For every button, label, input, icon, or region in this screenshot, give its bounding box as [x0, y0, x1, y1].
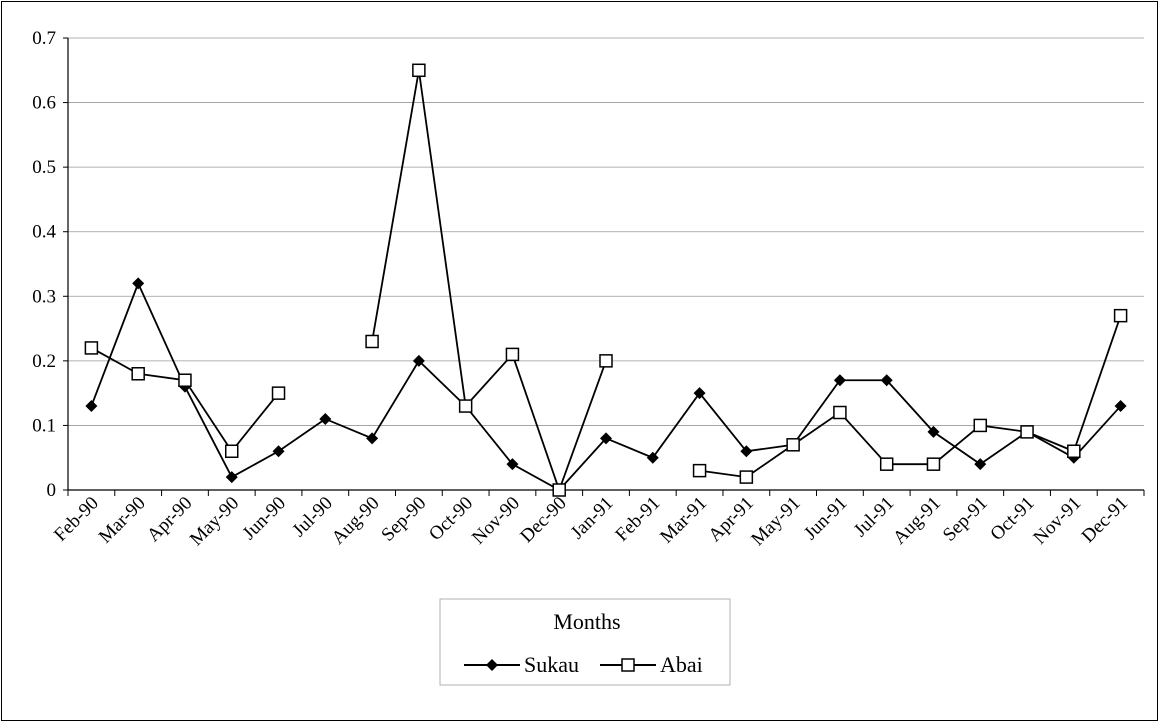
data-point-abai-0	[84, 341, 99, 355]
axes	[63, 37, 1145, 496]
x-tick-label-19: Sep-91	[939, 493, 992, 546]
x-tick-label-13: Mar-91	[656, 493, 711, 548]
data-point-sukau-14	[740, 445, 753, 458]
x-tick-label-8: Oct-90	[425, 493, 477, 545]
data-point-sukau-11	[600, 432, 612, 445]
x-tick-label-1: Mar-90	[95, 493, 150, 548]
y-tick-label-5: 0.5	[32, 157, 56, 178]
y-tick-label-7: 0.7	[32, 28, 56, 49]
data-point-abai-11	[599, 354, 613, 368]
y-tick-label-2: 0.2	[32, 351, 56, 372]
y-tick-label-6: 0.6	[32, 93, 56, 114]
x-tick-label-7: Sep-90	[377, 493, 430, 546]
data-point-abai-15	[786, 438, 800, 452]
data-point-abai-16	[833, 405, 847, 420]
data-point-abai-13	[692, 463, 707, 478]
legend: Months Sukau Abai	[439, 598, 731, 686]
x-tick-label-20: Oct-91	[986, 493, 1038, 545]
data-point-abai-9	[505, 347, 520, 362]
data-point-sukau-0	[85, 400, 98, 413]
data-point-abai-14	[739, 470, 754, 484]
legend-marker-sukau-diamond-icon	[486, 659, 498, 671]
y-tick-label-1: 0.1	[32, 415, 56, 436]
data-point-sukau-22	[1114, 400, 1127, 413]
legend-marker-abai-square-icon	[621, 658, 635, 672]
data-point-abai-3	[224, 444, 239, 459]
x-tick-label-22: Dec-91	[1078, 493, 1132, 547]
data-point-abai-1	[131, 367, 145, 381]
series-line-sukau-0	[90, 281, 1122, 492]
data-point-sukau-13	[693, 387, 706, 400]
data-point-abai-21	[1067, 444, 1081, 459]
x-axis-title: Months	[553, 609, 620, 634]
y-tick-label-3: 0.3	[32, 286, 56, 307]
legend-label-abai: Abai	[660, 652, 703, 677]
x-tick-label-0: Feb-90	[50, 493, 103, 546]
data-point-abai-8	[458, 399, 473, 413]
data-point-abai-20	[1020, 425, 1034, 439]
data-point-abai-7	[412, 63, 426, 78]
legend-box	[439, 598, 731, 686]
x-tick-label-10: Dec-90	[516, 493, 570, 547]
x-tick-label-4: Jun-90	[239, 493, 290, 544]
data-point-sukau-19	[974, 458, 987, 471]
data-point-sukau-9	[506, 458, 519, 471]
data-point-abai-22	[1113, 308, 1128, 323]
data-point-sukau-6	[366, 432, 379, 445]
data-point-abai-18	[926, 457, 941, 471]
series	[84, 63, 1128, 497]
data-point-abai-6	[365, 334, 379, 349]
data-point-sukau-12	[646, 451, 659, 464]
data-point-sukau-17	[880, 374, 893, 387]
data-point-sukau-18	[927, 425, 940, 438]
data-point-abai-10	[552, 483, 566, 497]
data-point-sukau-16	[833, 374, 846, 387]
x-tick-label-12: Feb-91	[611, 493, 664, 546]
x-tick-label-16: Jun-91	[800, 493, 851, 544]
y-tick-label-0: 0	[47, 480, 57, 501]
data-point-sukau-4	[272, 445, 285, 458]
data-point-sukau-3	[225, 471, 238, 484]
x-tick-label-9: Nov-90	[468, 493, 524, 549]
data-point-abai-2	[178, 373, 192, 387]
series-line-abai-0	[90, 347, 280, 453]
x-tick-labels: Feb-90Mar-90Apr-90May-90Jun-90Jul-90Aug-…	[50, 493, 1132, 550]
data-point-abai-17	[879, 457, 894, 471]
data-point-abai-4	[271, 386, 286, 400]
data-point-abai-19	[973, 418, 988, 433]
x-tick-label-18: Aug-91	[889, 493, 945, 549]
legend-label-sukau: Sukau	[524, 652, 579, 677]
x-tick-label-11: Jan-91	[567, 493, 618, 544]
x-tick-label-21: Nov-91	[1029, 493, 1085, 549]
y-tick-label-4: 0.4	[32, 222, 56, 243]
data-point-sukau-1	[132, 277, 145, 290]
y-tick-labels: 0 0.1 0.2 0.3 0.4 0.5 0.6 0.7	[32, 28, 56, 501]
x-tick-label-15: May-91	[747, 493, 804, 550]
x-tick-label-3: May-90	[186, 493, 243, 550]
data-point-sukau-5	[319, 412, 332, 425]
gridlines	[68, 37, 1144, 426]
x-tick-label-6: Aug-90	[328, 493, 384, 549]
series-line-abai-2	[699, 315, 1122, 479]
series-line-abai-1	[371, 70, 607, 493]
data-point-sukau-7	[412, 354, 425, 367]
